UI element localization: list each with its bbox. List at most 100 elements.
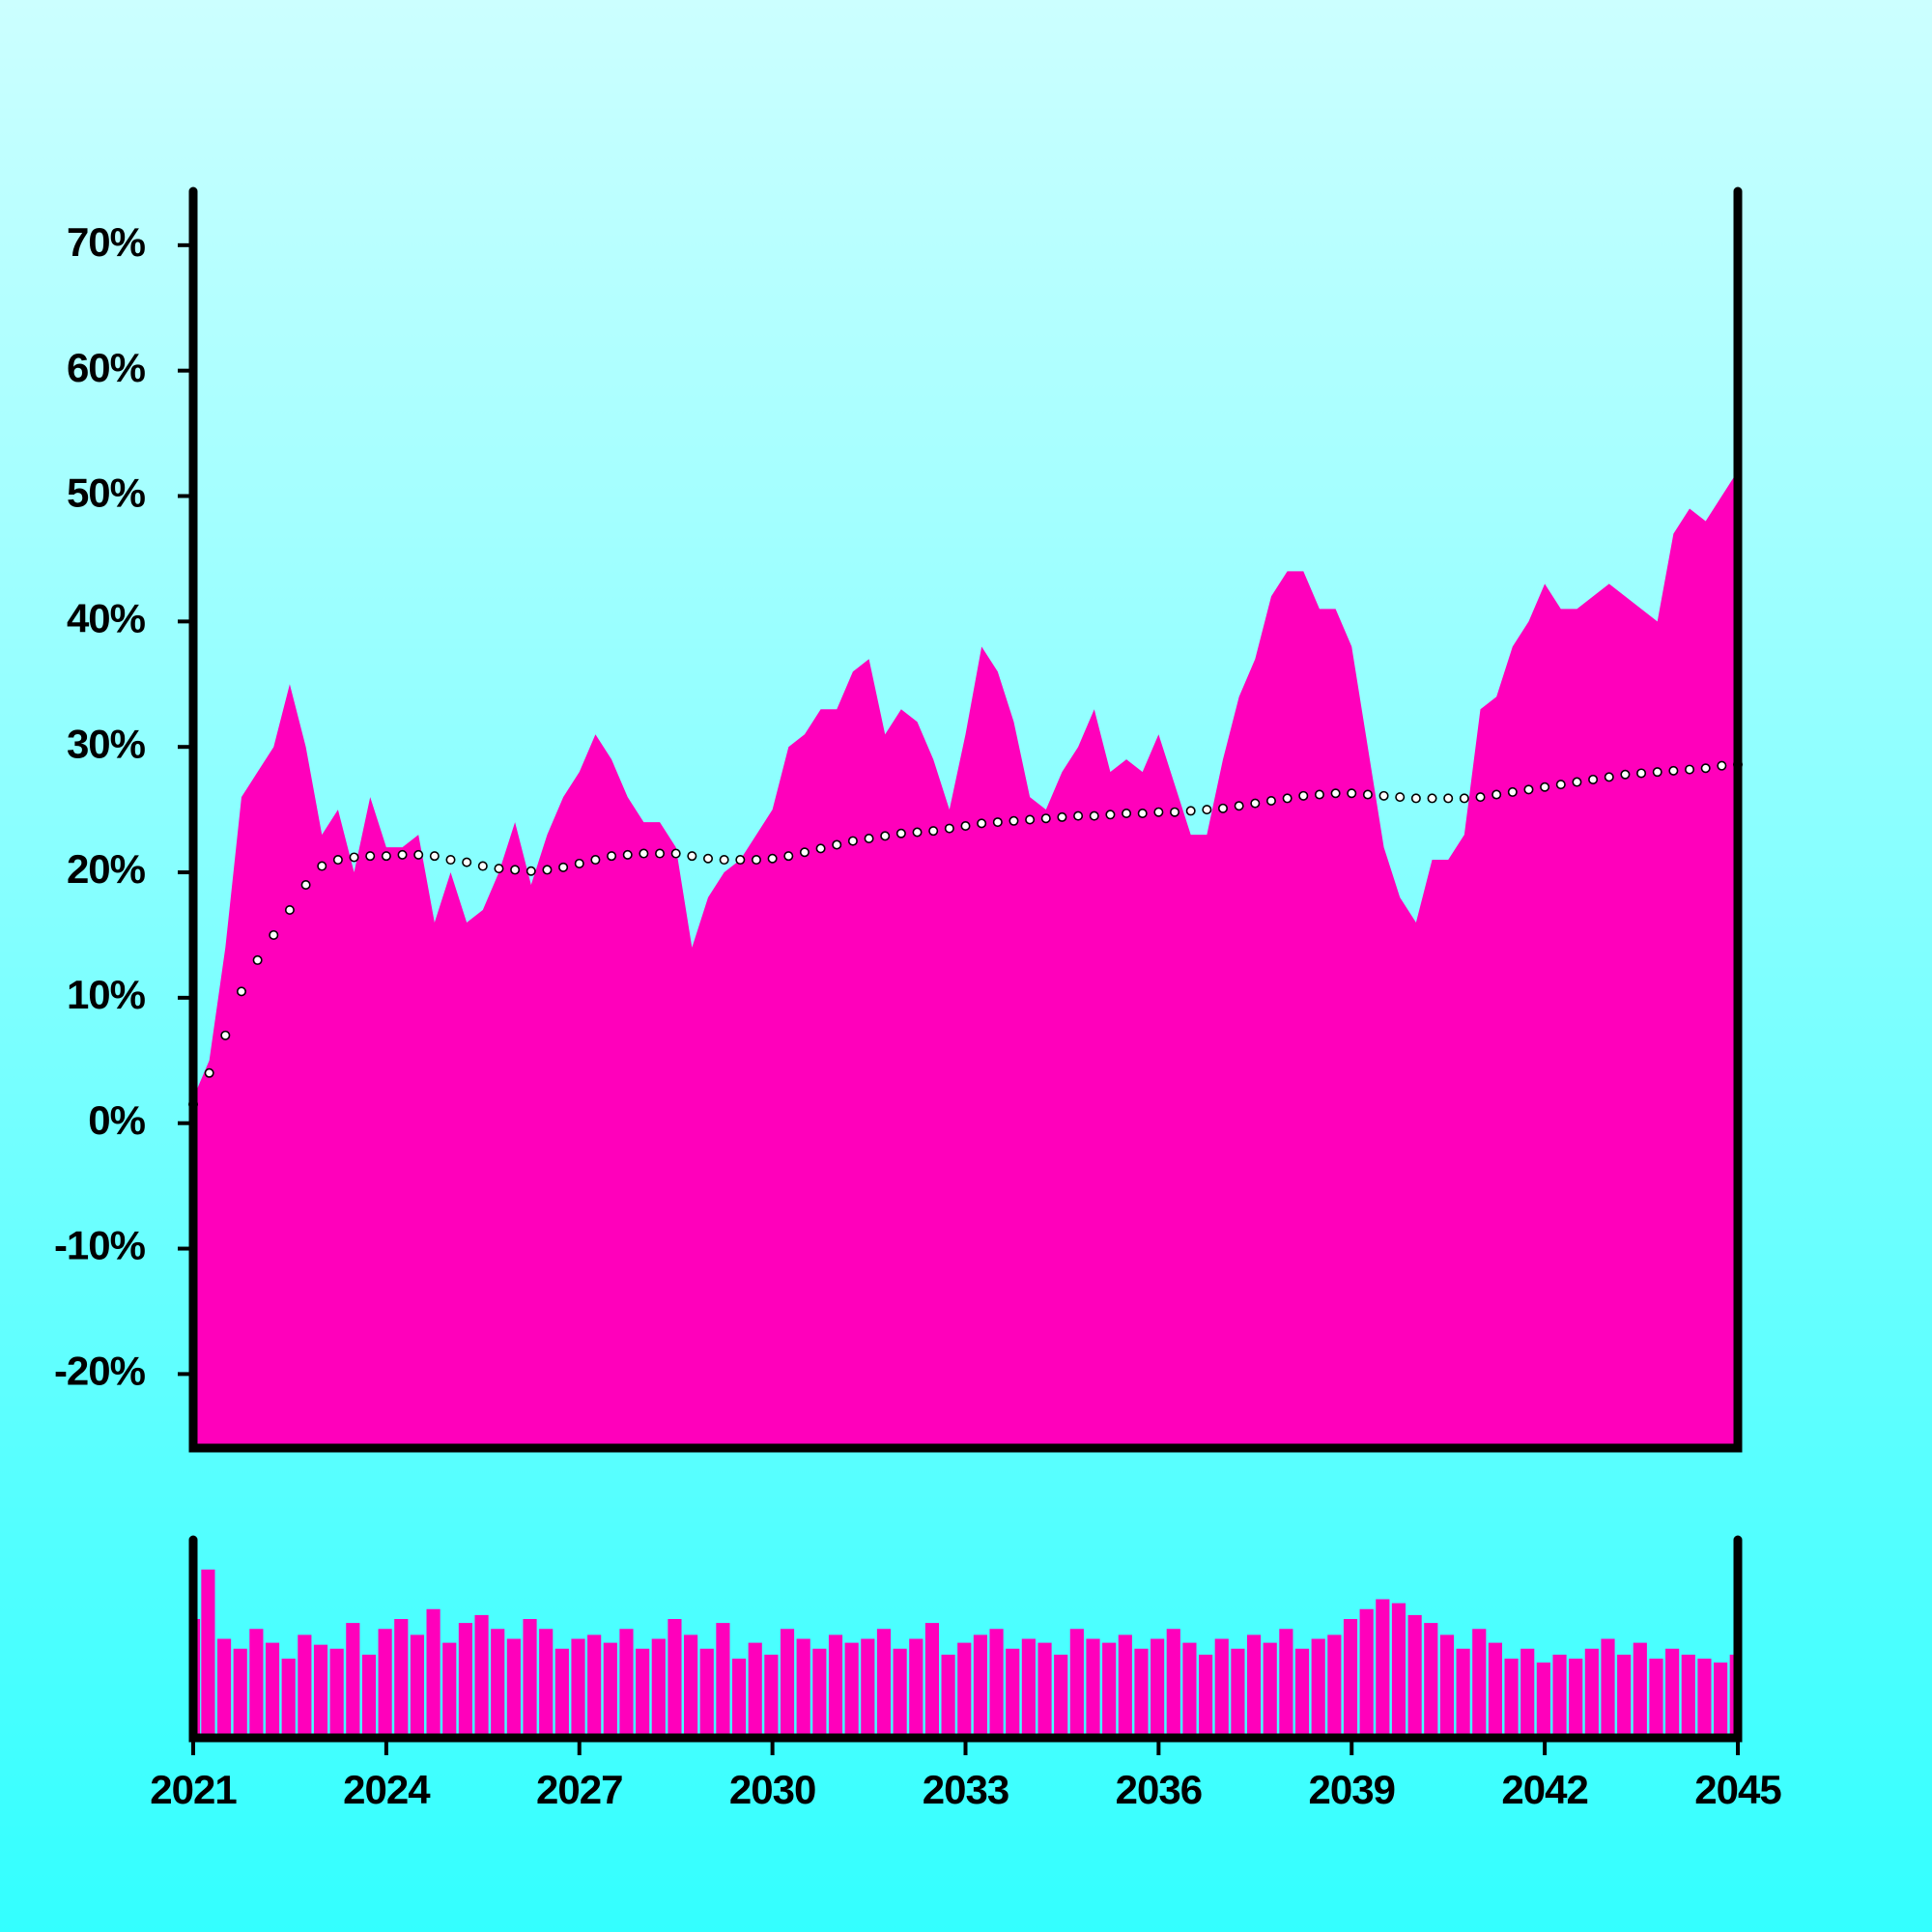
trend-point xyxy=(1089,810,1099,821)
bar xyxy=(1729,1654,1737,1738)
y-tick-label: 0% xyxy=(88,1097,145,1143)
trend-point xyxy=(1330,788,1341,799)
bar xyxy=(716,1623,730,1738)
trend-point xyxy=(864,833,874,843)
trend-point xyxy=(1523,784,1534,795)
bar xyxy=(523,1619,537,1738)
trend-point xyxy=(1459,793,1469,804)
bar xyxy=(1617,1654,1632,1738)
trend-point xyxy=(847,836,858,846)
bar xyxy=(796,1638,810,1738)
y-tick-label: 40% xyxy=(67,595,146,640)
trend-point xyxy=(365,851,376,862)
trend-point xyxy=(1443,793,1454,804)
trend-point xyxy=(1427,793,1437,804)
y-tick-label: 70% xyxy=(67,219,146,265)
bar xyxy=(893,1648,907,1738)
bar xyxy=(1006,1648,1020,1738)
trend-point xyxy=(655,848,666,859)
x-tick-label: 2024 xyxy=(343,1767,431,1812)
trend-point xyxy=(832,839,842,850)
bar xyxy=(1633,1642,1647,1738)
trend-point xyxy=(1652,767,1662,778)
trend-point xyxy=(332,855,343,866)
trend-point xyxy=(204,1067,214,1078)
trend-point xyxy=(269,929,279,940)
trend-point xyxy=(429,851,440,862)
trend-point xyxy=(912,827,923,838)
trend-point xyxy=(558,862,569,872)
trend-point xyxy=(1492,789,1502,800)
bar xyxy=(491,1629,505,1738)
trend-point xyxy=(220,1030,231,1040)
trend-point xyxy=(1265,796,1276,807)
trend-point xyxy=(735,855,746,866)
bar xyxy=(636,1648,650,1738)
trend-point xyxy=(284,904,295,915)
trend-point xyxy=(381,851,391,862)
trend-point xyxy=(1282,793,1293,804)
x-tick-label: 2033 xyxy=(923,1767,1009,1812)
trend-point xyxy=(1153,807,1164,817)
trend-point xyxy=(1507,786,1518,797)
trend-point xyxy=(1717,760,1727,771)
trend-point xyxy=(783,851,794,862)
trend-point xyxy=(413,849,424,860)
bar xyxy=(957,1642,972,1738)
trend-point xyxy=(1588,774,1599,784)
bar xyxy=(861,1638,875,1738)
bar xyxy=(571,1638,585,1738)
trend-point xyxy=(252,954,263,965)
bar xyxy=(1472,1629,1487,1738)
trend-point xyxy=(1685,764,1695,775)
bar xyxy=(1391,1603,1406,1738)
trend-point xyxy=(462,857,472,867)
bar xyxy=(346,1623,360,1738)
bar xyxy=(216,1638,232,1738)
trend-point xyxy=(928,826,939,837)
bar xyxy=(458,1623,472,1738)
bar xyxy=(989,1629,1004,1738)
bar xyxy=(1021,1638,1036,1738)
axis-frame xyxy=(188,186,1743,1453)
bar xyxy=(201,1569,215,1738)
trend-point xyxy=(1040,813,1051,824)
trend-point xyxy=(590,855,601,866)
bar xyxy=(651,1638,666,1738)
trend-point xyxy=(574,858,584,868)
trend-point xyxy=(317,861,327,871)
y-tick-label: 60% xyxy=(67,345,146,390)
trend-point xyxy=(1668,765,1679,776)
bar xyxy=(1697,1659,1712,1738)
trend-point xyxy=(1105,810,1116,820)
bar xyxy=(1552,1654,1567,1738)
bar xyxy=(1520,1648,1535,1738)
bar xyxy=(539,1629,554,1738)
x-tick-label: 2042 xyxy=(1501,1767,1587,1812)
bar xyxy=(1681,1654,1695,1738)
trend-point xyxy=(960,820,971,831)
bar xyxy=(1134,1648,1149,1738)
trend-point xyxy=(445,855,456,866)
x-tick-label: 2021 xyxy=(150,1767,237,1812)
bar xyxy=(587,1634,602,1738)
bar xyxy=(1488,1642,1502,1738)
x-tick-label: 2039 xyxy=(1309,1767,1395,1812)
x-tick-label: 2027 xyxy=(536,1767,622,1812)
bar xyxy=(1294,1648,1310,1738)
bar xyxy=(281,1659,296,1738)
trend-point xyxy=(1378,790,1389,801)
bar xyxy=(442,1642,457,1738)
bar xyxy=(844,1642,859,1738)
trend-point xyxy=(1185,806,1196,816)
bar xyxy=(1037,1642,1052,1738)
bar xyxy=(1069,1629,1084,1738)
trend-point xyxy=(1314,789,1324,800)
bar xyxy=(748,1642,762,1738)
bar xyxy=(361,1654,377,1738)
bar xyxy=(1279,1629,1293,1738)
bar xyxy=(1407,1614,1422,1738)
bar xyxy=(764,1654,779,1738)
bar xyxy=(249,1629,264,1738)
trend-point xyxy=(1202,805,1212,815)
